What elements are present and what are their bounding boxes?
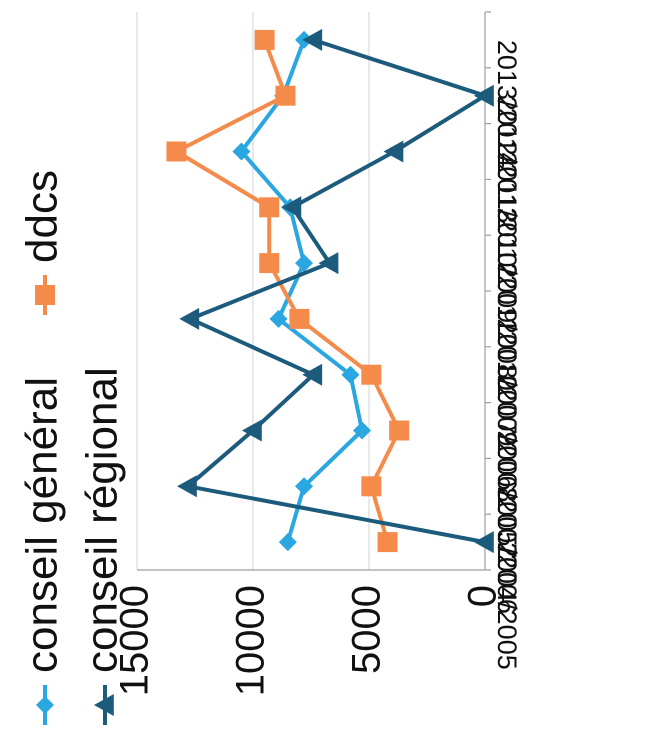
- value-tick-label: 0: [461, 585, 505, 607]
- category-tick-label: 2010/2011: [492, 207, 522, 333]
- data-point-conseil-regional: [474, 84, 494, 107]
- category-tick-label: 2013/2014: [492, 40, 522, 168]
- category-tick-label: 2008/2009: [492, 319, 522, 447]
- category-tick-label: 2006/2007: [492, 431, 522, 559]
- category-tick-label: 2005/2006: [492, 486, 522, 614]
- value-tick-label: 10000: [229, 585, 273, 696]
- category-tick-label: 2007/2008: [492, 375, 522, 503]
- legend-marker-ddcs: [35, 285, 55, 305]
- series-conseil-regional: [177, 28, 494, 554]
- data-point-conseil-general: [278, 533, 297, 552]
- data-point-conseil-regional: [474, 531, 494, 554]
- data-point-ddcs: [389, 420, 410, 441]
- data-point-ddcs: [166, 141, 187, 162]
- category-tick-label: 2012/2013: [492, 96, 522, 224]
- category-tick-label: 2004/2005: [492, 542, 522, 670]
- legend: conseil général conseil régional ddcs: [18, 170, 127, 725]
- category-tick-label: 2011/2012: [492, 152, 522, 278]
- data-point-conseil-regional: [302, 363, 323, 386]
- data-point-conseil-regional: [242, 419, 262, 442]
- data-point-conseil-general: [353, 421, 372, 440]
- category-tick-label: 2009/2010: [492, 263, 522, 391]
- series-line-ddcs: [174, 39, 402, 543]
- legend-label-ddcs: ddcs: [18, 170, 67, 263]
- data-point-ddcs: [259, 253, 280, 274]
- legend-item-conseil-general: conseil général: [18, 377, 67, 725]
- data-point-conseil-regional: [179, 307, 200, 330]
- series-layer: [166, 28, 494, 554]
- data-point-conseil-regional: [302, 28, 323, 51]
- legend-marker-conseil-regional: [94, 694, 114, 716]
- data-point-conseil-regional: [281, 196, 302, 219]
- data-point-conseil-regional: [318, 252, 339, 275]
- value-tick-label: 15000: [113, 585, 157, 696]
- data-point-ddcs: [254, 29, 275, 50]
- axes: [137, 11, 491, 571]
- data-point-ddcs: [259, 197, 280, 218]
- series-ddcs: [166, 29, 410, 553]
- legend-label-conseil-regional: conseil régional: [78, 367, 127, 673]
- data-point-conseil-general: [269, 309, 288, 328]
- data-point-ddcs: [361, 476, 382, 497]
- legend-item-ddcs: ddcs: [18, 170, 67, 315]
- data-point-ddcs: [289, 308, 310, 329]
- legend-label-conseil-general: conseil général: [18, 377, 67, 673]
- grid: [136, 12, 370, 570]
- data-point-conseil-general: [295, 477, 314, 496]
- value-tick-label: 5000: [345, 585, 389, 674]
- data-point-conseil-regional: [383, 140, 404, 163]
- data-point-ddcs: [275, 85, 296, 106]
- data-point-conseil-general: [232, 142, 251, 161]
- data-point-conseil-regional: [177, 475, 197, 498]
- category-axis-ticks: 2004/20052005/20062006/20072007/20082008…: [492, 40, 522, 670]
- series-line-conseil-general: [239, 39, 365, 543]
- data-point-conseil-general: [341, 365, 360, 384]
- data-point-ddcs: [361, 364, 382, 385]
- legend-marker-conseil-general: [36, 696, 54, 714]
- series-line-conseil-regional: [186, 37, 487, 545]
- value-axis-ticks: 0 5000 10000 15000: [113, 585, 505, 696]
- data-point-conseil-general: [295, 254, 314, 273]
- legend-item-conseil-regional: conseil régional: [78, 367, 127, 725]
- data-point-ddcs: [377, 532, 398, 553]
